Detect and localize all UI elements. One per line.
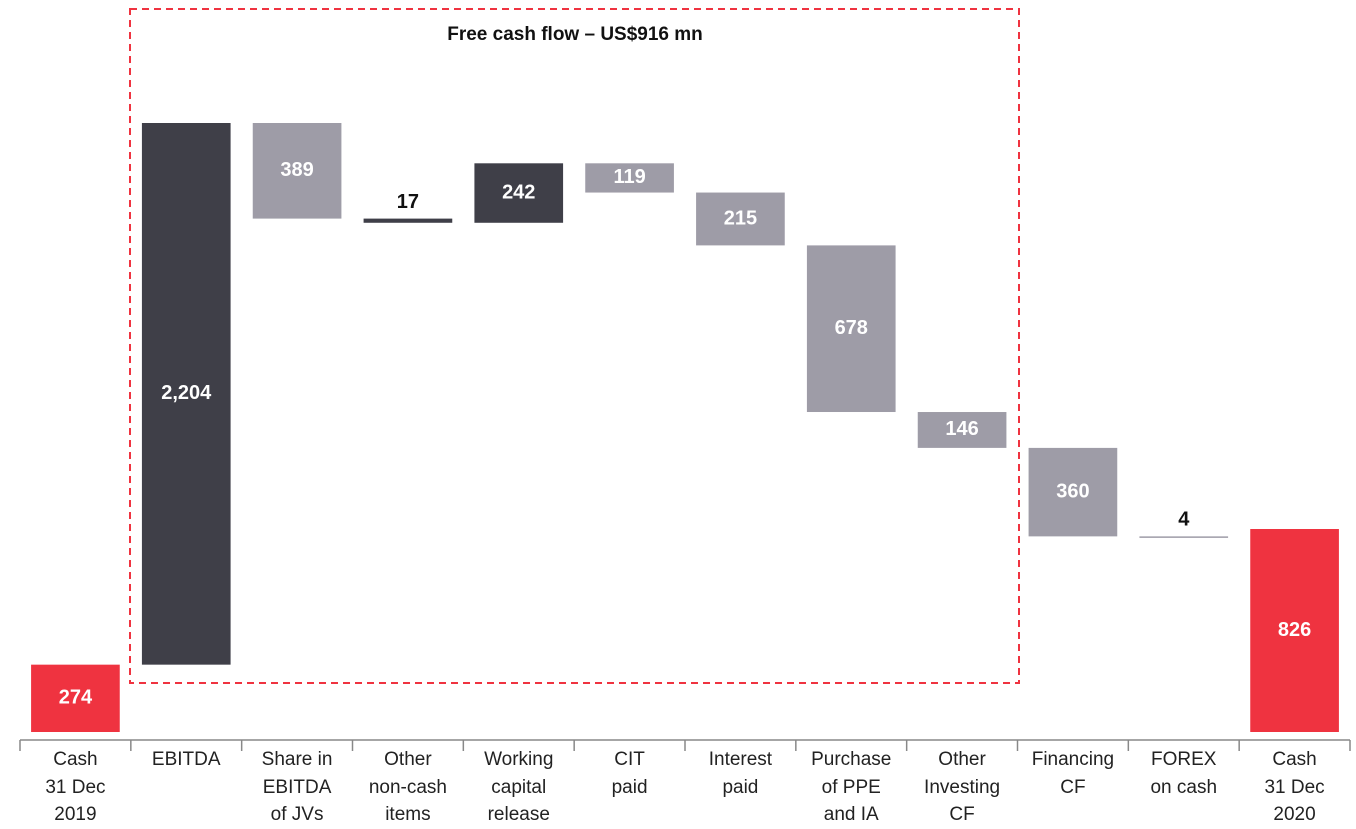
bar <box>917 412 1007 448</box>
x-tick-label: Financing CF <box>1031 749 1115 798</box>
bar <box>1028 447 1118 537</box>
value-label: 17 <box>397 191 419 213</box>
value-label: 4 <box>1178 509 1190 531</box>
value-label: 119 <box>613 166 645 188</box>
bar <box>31 664 120 732</box>
value-label: 274 <box>59 687 93 709</box>
x-tick-label: Other Investing CF <box>924 749 1001 825</box>
bar <box>585 163 674 193</box>
value-label: 2,204 <box>161 382 212 404</box>
value-label: 215 <box>724 207 757 229</box>
bar <box>252 123 342 219</box>
value-label: 678 <box>835 317 868 339</box>
x-tick-label: Cash 31 Dec 2020 <box>1264 749 1325 825</box>
bar <box>474 163 564 223</box>
x-tick-label: Working capital release <box>484 749 554 825</box>
value-label: 826 <box>1278 619 1311 641</box>
bar <box>696 192 785 246</box>
x-tick-label: Cash 31 Dec 2019 <box>45 749 106 825</box>
bar <box>1250 529 1339 732</box>
x-tick-label: FOREX on cash <box>1150 749 1218 798</box>
x-tick-label: Purchase of PPE and IA <box>811 749 892 825</box>
bar <box>141 123 231 665</box>
bar <box>1139 536 1229 538</box>
x-tick-label: Share in EBITDA of JVs <box>261 749 333 825</box>
value-label: 360 <box>1056 480 1089 502</box>
value-label: 146 <box>945 418 978 440</box>
x-tick-label: CIT paid <box>611 749 648 798</box>
bar <box>806 245 896 413</box>
value-label: 389 <box>280 159 313 181</box>
x-tick-label: Interest paid <box>708 749 773 798</box>
fcf-box <box>129 8 1020 684</box>
annotation: Free cash flow – US$916 mn <box>447 24 703 45</box>
x-tick-label: EBITDA <box>151 749 221 770</box>
bar <box>363 218 453 223</box>
value-label: 242 <box>502 181 535 203</box>
x-tick-label: Other non-cash items <box>368 749 447 825</box>
